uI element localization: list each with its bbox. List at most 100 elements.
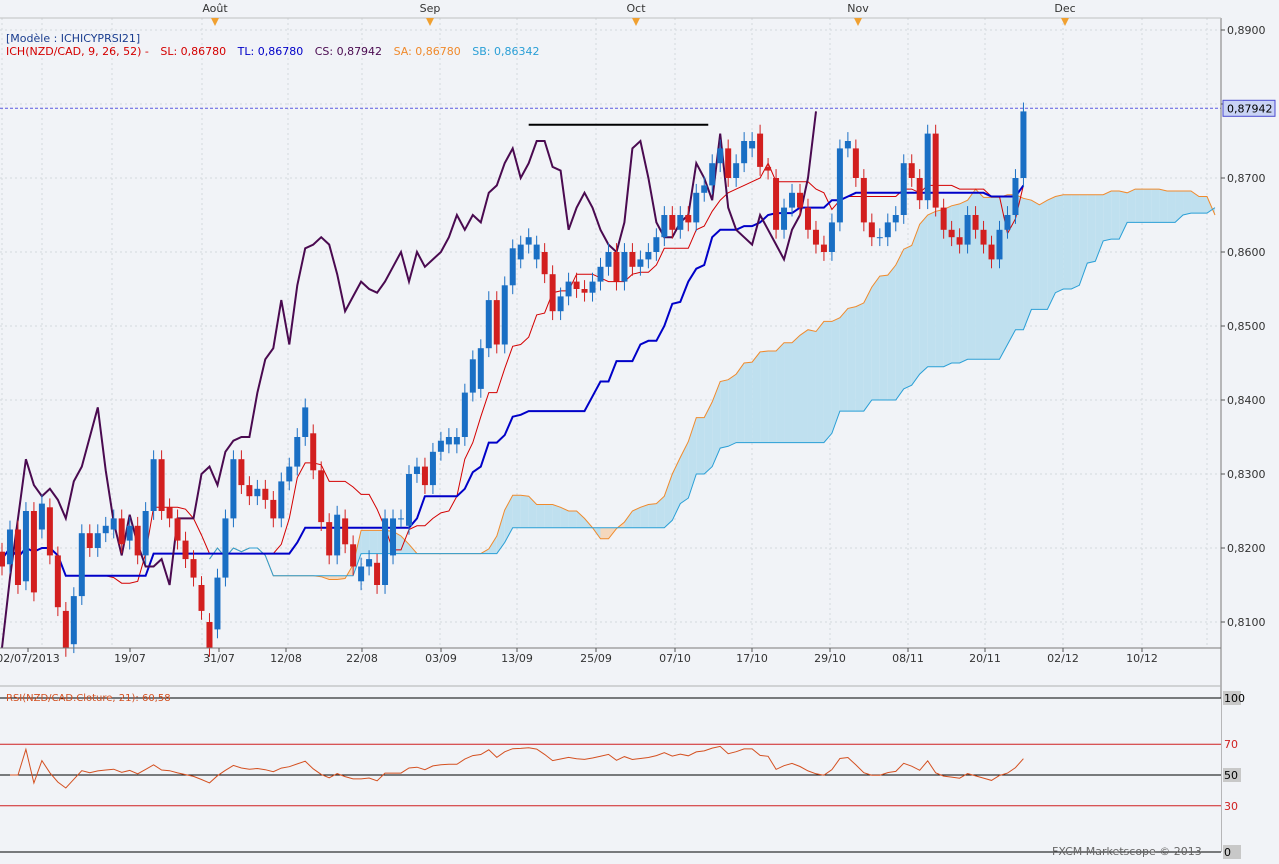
candle-body[interactable] [964,215,971,245]
candle-body[interactable] [685,215,692,223]
candle-body[interactable] [860,178,867,223]
candle-body[interactable] [509,248,516,286]
candle-body[interactable] [62,610,69,648]
candle-body[interactable] [6,529,13,565]
candle-body[interactable] [46,507,53,556]
candle-body[interactable] [517,244,524,260]
candle-body[interactable] [836,148,843,223]
candle-body[interactable] [996,229,1003,260]
candle-body[interactable] [461,392,468,437]
candle-body[interactable] [142,511,149,556]
candle-body[interactable] [1020,111,1027,178]
candle-body[interactable] [453,437,460,445]
candle-body[interactable] [828,222,835,252]
candle-body[interactable] [413,466,420,474]
candle-body[interactable] [86,533,93,548]
candle-body[interactable] [286,466,293,482]
candle-body[interactable] [493,300,500,345]
candle-body[interactable] [812,229,819,245]
candle-body[interactable] [94,533,101,548]
candle-body[interactable] [102,525,109,534]
candle-body[interactable] [222,518,229,578]
candles[interactable] [0,102,1027,657]
candle-body[interactable] [190,559,197,578]
candle-body[interactable] [876,237,883,239]
candle-body[interactable] [326,522,333,556]
candle-body[interactable] [669,215,676,230]
candle-body[interactable] [254,488,261,497]
candle-body[interactable] [940,207,947,230]
candle-body[interactable] [884,222,891,238]
candle-body[interactable] [597,266,604,282]
candle-body[interactable] [206,622,213,648]
candle-body[interactable] [948,229,955,238]
candle-body[interactable] [374,562,381,585]
candle-body[interactable] [110,518,117,530]
candle-body[interactable] [501,285,508,345]
candle-body[interactable] [0,551,5,567]
candle-body[interactable] [908,163,915,178]
candle-body[interactable] [749,141,756,149]
candle-body[interactable] [342,518,349,545]
candle-body[interactable] [182,540,189,560]
candle-body[interactable] [150,459,157,511]
candle-body[interactable] [1012,178,1019,215]
candle-body[interactable] [166,507,173,519]
candle-body[interactable] [278,481,285,519]
candle-body[interactable] [421,466,428,486]
candle-body[interactable] [38,503,45,530]
candle-body[interactable] [14,529,21,586]
candle-body[interactable] [972,215,979,230]
candle-body[interactable] [589,281,596,293]
candle-body[interactable] [270,499,277,519]
candle-body[interactable] [581,289,588,293]
candle-body[interactable] [789,192,796,208]
candle-body[interactable] [797,192,803,208]
candle-body[interactable] [741,141,748,164]
candle-body[interactable] [924,133,931,201]
candle-body[interactable] [310,433,317,471]
candle-body[interactable] [653,237,660,252]
candle-body[interactable] [549,274,556,312]
candle-body[interactable] [174,518,181,541]
candle-body[interactable] [820,244,827,252]
candle-body[interactable] [573,281,580,289]
candle-body[interactable] [445,437,452,445]
candle-body[interactable] [429,451,436,486]
candle-body[interactable] [900,163,907,215]
candle-body[interactable] [804,207,811,230]
candle-body[interactable] [725,148,732,178]
candle-body[interactable] [613,252,620,282]
candle-body[interactable] [262,488,269,500]
candle-body[interactable] [350,544,357,567]
candle-body[interactable] [78,533,85,597]
candle-body[interactable] [334,514,341,556]
candle-body[interactable] [1004,215,1011,230]
candle-body[interactable] [246,485,253,497]
candle-body[interactable] [230,459,237,519]
candle-body[interactable] [382,518,389,585]
candle-body[interactable] [134,525,141,556]
candle-body[interactable] [629,252,636,267]
candle-body[interactable] [852,148,859,178]
candle-body[interactable] [733,163,740,178]
candle-body[interactable] [717,148,724,164]
candle-body[interactable] [525,237,532,245]
candle-body[interactable] [661,215,668,238]
candle-body[interactable] [677,215,684,230]
candle-body[interactable] [916,178,923,201]
candle-body[interactable] [956,237,963,245]
candle-body[interactable] [868,222,875,238]
candle-body[interactable] [126,525,133,541]
candle-body[interactable] [621,252,628,282]
candle-body[interactable] [637,259,644,267]
candle-body[interactable] [30,511,37,593]
candle-body[interactable] [932,133,939,208]
candle-body[interactable] [70,596,77,645]
candle-body[interactable] [54,555,61,608]
candle-body[interactable] [366,559,373,567]
candle-body[interactable] [892,215,899,223]
candle-body[interactable] [773,178,780,230]
